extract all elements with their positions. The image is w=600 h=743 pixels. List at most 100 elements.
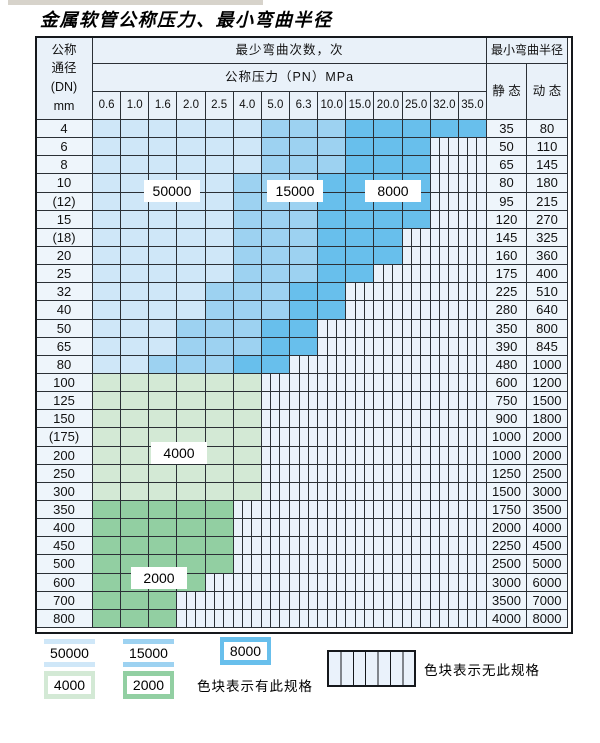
- static-radius-value: 1000: [487, 428, 527, 447]
- static-radius-value: 280: [487, 301, 527, 320]
- spec-cell: [402, 138, 431, 157]
- spec-cell: [458, 573, 487, 592]
- spec-cell: [290, 428, 319, 447]
- static-radius-value: 2500: [487, 555, 527, 574]
- spec-cell: [121, 355, 150, 374]
- dn-row-label: 150: [36, 410, 93, 429]
- spec-cell: [177, 591, 206, 610]
- spec-cell: [177, 247, 206, 266]
- spec-cell: [458, 446, 487, 465]
- spec-cell: [346, 374, 375, 393]
- spec-cell: [346, 464, 375, 483]
- spec-cell: [318, 374, 347, 393]
- static-radius-value: 35: [487, 120, 527, 139]
- dn-row-label: (18): [36, 228, 93, 247]
- spec-cell: [149, 247, 178, 266]
- spec-cell: [374, 591, 403, 610]
- spec-cell: [402, 555, 431, 574]
- spec-cell: [121, 537, 150, 556]
- dynamic-radius-value: 1800: [527, 410, 568, 429]
- spec-cell: [290, 319, 319, 338]
- spec-cell: [177, 355, 206, 374]
- spec-cell: [205, 573, 234, 592]
- spec-cell: [233, 555, 262, 574]
- legend-swatch-4000: 4000: [44, 671, 95, 699]
- spec-cell: [261, 501, 290, 520]
- spec-cell: [458, 591, 487, 610]
- spec-cell: [121, 247, 150, 266]
- spec-cell: [261, 210, 290, 229]
- spec-cell: [233, 210, 262, 229]
- dn-row-label: 400: [36, 519, 93, 538]
- spec-cell: [318, 174, 347, 193]
- spec-cell: [346, 301, 375, 320]
- spec-cell: [93, 156, 122, 175]
- spec-cell: [233, 573, 262, 592]
- spec-cell: [318, 355, 347, 374]
- spec-cell: [402, 410, 431, 429]
- spec-cell: [430, 573, 459, 592]
- spec-cell: [93, 609, 122, 628]
- spec-cell: [93, 265, 122, 284]
- spec-cell: [318, 501, 347, 520]
- spec-cell: [233, 482, 262, 501]
- spec-cell: [290, 555, 319, 574]
- page-title: 金属软管公称压力、最小弯曲半径: [40, 10, 333, 31]
- dn-row-label: (175): [36, 428, 93, 447]
- dynamic-radius-value: 1200: [527, 374, 568, 393]
- spec-cell: [402, 301, 431, 320]
- dn-row-label: 250: [36, 464, 93, 483]
- spec-cell: [261, 355, 290, 374]
- dn-row-label: 350: [36, 501, 93, 520]
- spec-cell: [458, 301, 487, 320]
- spec-cell: [121, 301, 150, 320]
- spec-cell: [374, 428, 403, 447]
- spec-cell: [402, 337, 431, 356]
- pressure-header-cell: 10.0: [318, 92, 347, 120]
- spec-cell: [458, 428, 487, 447]
- spec-cell: [430, 519, 459, 538]
- spec-cell: [149, 482, 178, 501]
- spec-cell: [121, 482, 150, 501]
- dynamic-radius-value: 845: [527, 337, 568, 356]
- spec-cell: [318, 120, 347, 139]
- spec-cell: [430, 501, 459, 520]
- spec-cell: [121, 446, 150, 465]
- legend-swatch-label: 15000: [123, 644, 174, 662]
- spec-cell: [318, 609, 347, 628]
- spec-cell: [430, 138, 459, 157]
- legend-swatch-15000: 15000: [123, 639, 174, 667]
- spec-cell: [177, 210, 206, 229]
- spec-cell: [290, 228, 319, 247]
- spec-cell: [290, 374, 319, 393]
- spec-cell: [205, 355, 234, 374]
- dynamic-header: 动 态: [527, 64, 568, 120]
- spec-cell: [290, 501, 319, 520]
- spec-cell: [430, 482, 459, 501]
- spec-cell: [121, 591, 150, 610]
- spec-cell: [233, 428, 262, 447]
- pressure-header-cell: 1.6: [149, 92, 178, 120]
- spec-cell: [402, 156, 431, 175]
- spec-cell: [430, 265, 459, 284]
- spec-cell: [458, 355, 487, 374]
- spec-cell: [261, 247, 290, 266]
- spec-cell: [205, 446, 234, 465]
- dn-row-label: 300: [36, 482, 93, 501]
- spec-cell: [177, 410, 206, 429]
- static-radius-value: 480: [487, 355, 527, 374]
- spec-cell: [233, 319, 262, 338]
- dn-row-label: 500: [36, 555, 93, 574]
- static-radius-value: 120: [487, 210, 527, 229]
- cycle-count-label: 4000: [151, 442, 207, 464]
- legend-no-spec-note: 色块表示无此规格: [424, 662, 540, 678]
- spec-cell: [93, 374, 122, 393]
- dn-column-header: 公称 通径 (DN) mm: [36, 37, 93, 120]
- spec-cell: [205, 555, 234, 574]
- spec-cell: [290, 265, 319, 284]
- spec-cell: [458, 319, 487, 338]
- spec-cell: [346, 446, 375, 465]
- static-radius-value: 160: [487, 247, 527, 266]
- pressure-header: 公称压力（PN）MPa: [93, 64, 487, 92]
- dn-row-label: 700: [36, 591, 93, 610]
